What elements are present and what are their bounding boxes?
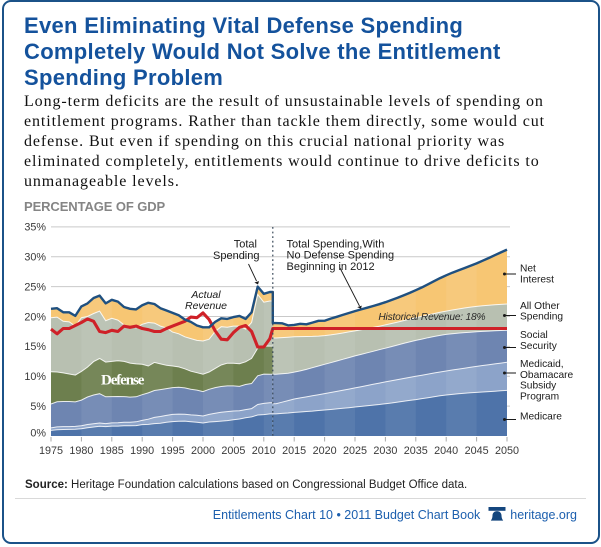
svg-text:10%: 10% — [24, 371, 46, 383]
svg-text:Obamacare: Obamacare — [520, 370, 574, 381]
svg-text:1995: 1995 — [161, 445, 185, 457]
svg-text:Social: Social — [520, 330, 548, 341]
svg-text:2020: 2020 — [313, 445, 337, 457]
svg-text:No Defense Spending: No Defense Spending — [287, 250, 395, 262]
svg-text:Net: Net — [520, 264, 536, 275]
svg-text:2015: 2015 — [282, 445, 306, 457]
svg-text:Total Spending,With: Total Spending,With — [287, 238, 385, 250]
svg-text:1975: 1975 — [39, 445, 63, 457]
svg-text:2005: 2005 — [221, 445, 245, 457]
svg-text:Total: Total — [234, 239, 257, 251]
svg-text:Program: Program — [520, 392, 559, 403]
svg-text:35%: 35% — [24, 222, 46, 234]
svg-text:Medicaid,: Medicaid, — [520, 359, 564, 370]
svg-text:Beginning in 2012: Beginning in 2012 — [287, 261, 375, 273]
svg-text:Actual: Actual — [190, 289, 221, 301]
svg-text:Medicare: Medicare — [520, 412, 562, 423]
svg-text:1980: 1980 — [69, 445, 93, 457]
svg-text:Subsidy: Subsidy — [520, 381, 557, 392]
svg-text:1985: 1985 — [100, 445, 124, 457]
svg-text:1990: 1990 — [130, 445, 154, 457]
svg-text:2010: 2010 — [252, 445, 276, 457]
svg-text:Spending: Spending — [213, 250, 260, 262]
svg-text:2050: 2050 — [495, 445, 519, 457]
svg-text:2035: 2035 — [404, 445, 428, 457]
svg-text:5%: 5% — [30, 401, 46, 413]
svg-text:Spending: Spending — [520, 312, 563, 323]
svg-text:2000: 2000 — [191, 445, 215, 457]
svg-text:30%: 30% — [24, 252, 46, 264]
svg-text:Revenue: Revenue — [185, 300, 227, 312]
svg-text:2030: 2030 — [373, 445, 397, 457]
svg-text:All Other: All Other — [520, 301, 560, 312]
svg-text:25%: 25% — [24, 281, 46, 293]
svg-text:Interest: Interest — [520, 274, 554, 285]
svg-text:15%: 15% — [24, 341, 46, 353]
svg-text:0%: 0% — [30, 427, 46, 439]
svg-text:2025: 2025 — [343, 445, 367, 457]
svg-text:2040: 2040 — [434, 445, 458, 457]
svg-text:Security: Security — [520, 341, 558, 352]
svg-text:Historical Revenue: 18%: Historical Revenue: 18% — [378, 312, 485, 323]
svg-text:2045: 2045 — [465, 445, 489, 457]
svg-text:20%: 20% — [24, 311, 46, 323]
svg-text:Defense: Defense — [101, 373, 145, 389]
